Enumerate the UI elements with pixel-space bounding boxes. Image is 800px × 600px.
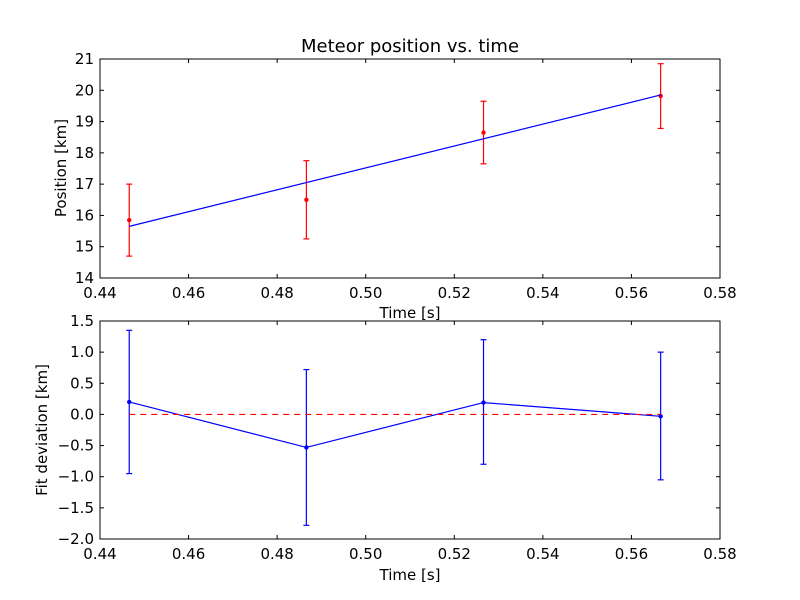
x-tick-label: 0.56: [615, 284, 648, 302]
y-tick-label: 0.0: [70, 405, 94, 423]
x-tick-label: 0.56: [615, 545, 648, 563]
x-tick-label: 0.54: [526, 284, 559, 302]
x-tick-label: 0.52: [438, 545, 471, 563]
x-tick-label: 0.46: [172, 284, 205, 302]
x-tick-label: 0.50: [349, 545, 382, 563]
y-tick-label: 21: [75, 50, 94, 68]
position-plot: Meteor position vs. time Time [s] Positi…: [52, 36, 737, 322]
y-tick-label: −2.0: [58, 530, 94, 548]
deviation-plot: Time [s] Fit deviation [km] 0.44 0.46 0.48…: [33, 312, 737, 584]
x-tick-label: 0.44: [83, 545, 116, 563]
y-tick-label: 1.5: [70, 312, 94, 330]
x-tick-label: 0.58: [703, 284, 736, 302]
y-axis-label: Position [km]: [52, 119, 70, 217]
data-point: [127, 217, 132, 223]
x-tick-label: 0.52: [438, 284, 471, 302]
data-point: [127, 399, 132, 405]
y-tick-label: −1.0: [58, 468, 94, 486]
y-axis-label: Fit deviation [km]: [33, 364, 51, 496]
x-tick-label: 0.44: [83, 284, 116, 302]
x-tick-label: 0.48: [260, 284, 293, 302]
x-axis-label: Time [s]: [379, 566, 441, 584]
x-tick-label: 0.54: [526, 545, 559, 563]
axes-frame: [99, 58, 721, 279]
y-tick-label: 16: [75, 206, 94, 224]
data-point: [304, 197, 309, 202]
y-tick-label: 1.0: [70, 343, 94, 361]
data-point: [658, 414, 663, 419]
chart-title: Meteor position vs. time: [301, 36, 519, 57]
y-tick-label: 17: [75, 175, 94, 193]
data-point: [481, 130, 486, 135]
y-tick-label: −1.5: [58, 499, 94, 517]
y-tick-label: 15: [75, 238, 94, 256]
x-tick-label: 0.50: [349, 284, 382, 302]
x-tick-label: 0.46: [172, 545, 205, 563]
x-tick-label: 0.48: [260, 545, 293, 563]
data-point: [304, 445, 309, 450]
x-tick-label: 0.58: [703, 545, 736, 563]
y-tick-label: 18: [75, 144, 94, 162]
y-tick-label: 0.5: [70, 374, 94, 392]
y-tick-label: 14: [75, 269, 94, 287]
axes-frame: [99, 320, 721, 540]
data-point: [481, 400, 486, 405]
series-line: [129, 401, 661, 449]
x-axis-label: Time [s]: [379, 304, 441, 322]
fit-line: [129, 94, 661, 227]
y-tick-label: −0.5: [58, 437, 94, 455]
y-tick-label: 20: [75, 81, 94, 99]
y-tick-label: 19: [75, 113, 94, 131]
